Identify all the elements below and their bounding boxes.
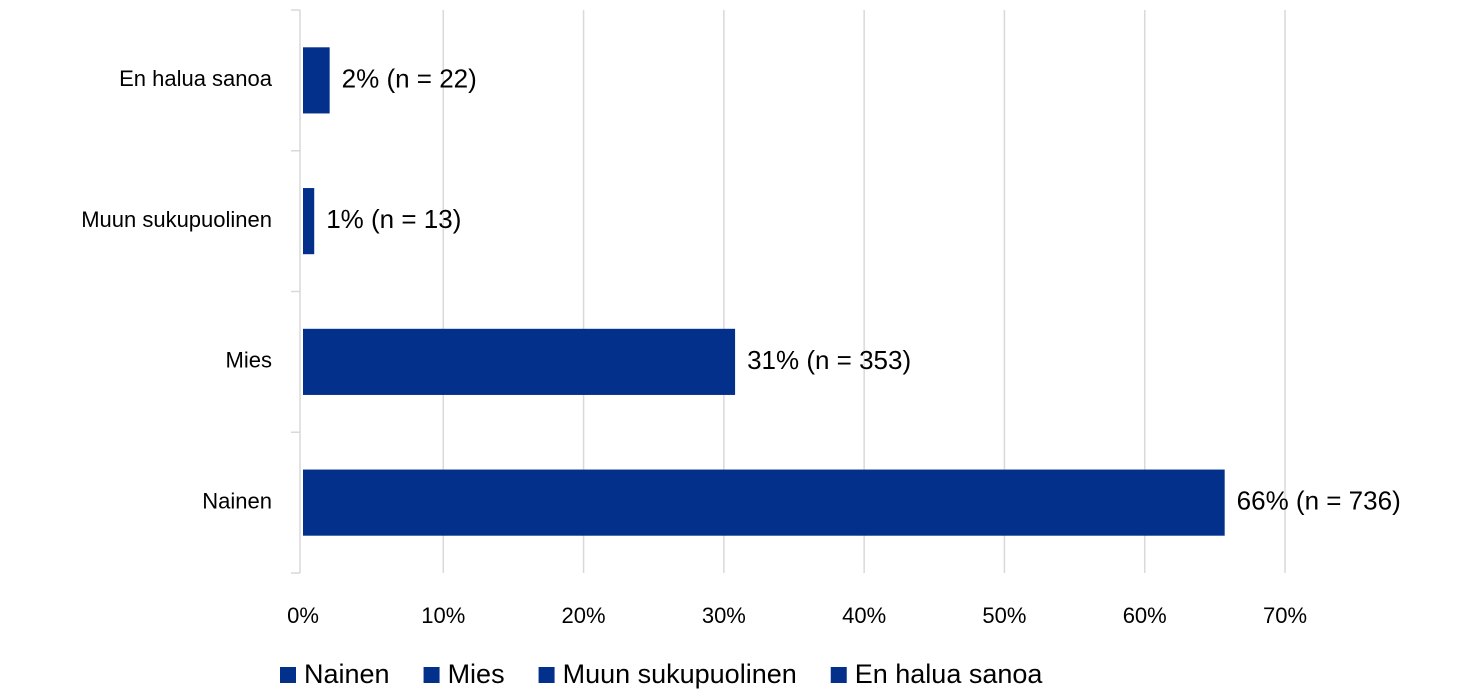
bar xyxy=(303,47,330,114)
x-tick-label: 40% xyxy=(842,603,886,628)
data-label: 1% (n = 13) xyxy=(326,204,461,234)
legend-swatch xyxy=(280,667,296,683)
x-tick-label: 60% xyxy=(1123,603,1167,628)
data-label: 66% (n = 736) xyxy=(1237,486,1401,516)
y-tick-label: En halua sanoa xyxy=(119,66,273,91)
y-tick-label: Mies xyxy=(226,348,272,373)
bar xyxy=(303,188,315,255)
bar xyxy=(303,328,736,395)
x-tick-label: 50% xyxy=(982,603,1026,628)
legend-swatch xyxy=(423,667,440,683)
x-tick-label: 20% xyxy=(562,603,606,628)
legend-swatch xyxy=(830,667,847,683)
legend-label: Mies xyxy=(448,659,505,689)
y-tick-label: Nainen xyxy=(202,488,272,513)
x-tick-label: 10% xyxy=(421,603,465,628)
y-tick-label: Muun sukupuolinen xyxy=(81,207,272,232)
bar xyxy=(303,469,1225,536)
legend-label: Nainen xyxy=(304,659,390,689)
legend-swatch xyxy=(538,667,555,683)
x-tick-label: 70% xyxy=(1263,603,1307,628)
legend-label: Muun sukupuolinen xyxy=(563,659,797,689)
data-label: 31% (n = 353) xyxy=(747,345,911,375)
legend-label: En halua sanoa xyxy=(855,659,1044,689)
x-tick-label: 0% xyxy=(287,603,319,628)
x-tick-label: 30% xyxy=(702,603,746,628)
data-label: 2% (n = 22) xyxy=(342,63,477,93)
